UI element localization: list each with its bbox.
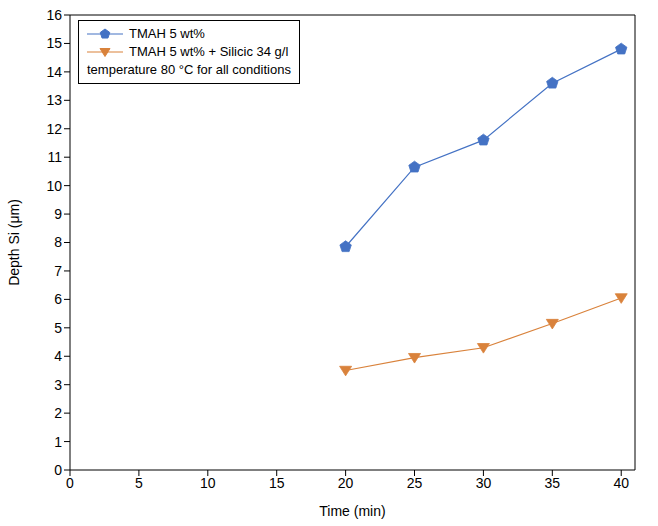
svg-text:10: 10 — [46, 178, 62, 194]
svg-text:13: 13 — [46, 92, 62, 108]
svg-text:15: 15 — [269, 475, 285, 491]
svg-text:0: 0 — [54, 462, 62, 478]
svg-text:5: 5 — [135, 475, 143, 491]
svg-text:1: 1 — [54, 434, 62, 450]
svg-text:7: 7 — [54, 263, 62, 279]
svg-text:10: 10 — [200, 475, 216, 491]
svg-text:30: 30 — [476, 475, 492, 491]
svg-text:0: 0 — [66, 475, 74, 491]
svg-text:3: 3 — [54, 377, 62, 393]
html-text:temperature 80 °C for all cond: temperature 80 °C for all conditions — [87, 62, 291, 77]
svg-text:12: 12 — [46, 121, 62, 137]
svg-text:6: 6 — [54, 291, 62, 307]
html-text:TMAH 5 wt% + Silicic 34 g/l: TMAH 5 wt% + Silicic 34 g/l — [129, 44, 289, 59]
svg-text:Time (min): Time (min) — [319, 503, 385, 519]
svg-text:40: 40 — [613, 475, 629, 491]
svg-text:14: 14 — [46, 64, 62, 80]
svg-text:4: 4 — [54, 348, 62, 364]
svg-text:15: 15 — [46, 35, 62, 51]
svg-text:25: 25 — [407, 475, 423, 491]
svg-text:35: 35 — [545, 475, 561, 491]
svg-text:11: 11 — [47, 149, 62, 165]
svg-text:Depth Si (μm): Depth Si (μm) — [6, 199, 22, 286]
svg-text:5: 5 — [54, 320, 62, 336]
svg-text:2: 2 — [54, 405, 62, 421]
svg-text:20: 20 — [338, 475, 354, 491]
svg-text:8: 8 — [54, 234, 62, 250]
html-text:TMAH 5 wt%: TMAH 5 wt% — [129, 26, 205, 41]
svg-text:9: 9 — [54, 206, 62, 222]
svg-text:16: 16 — [46, 7, 62, 23]
